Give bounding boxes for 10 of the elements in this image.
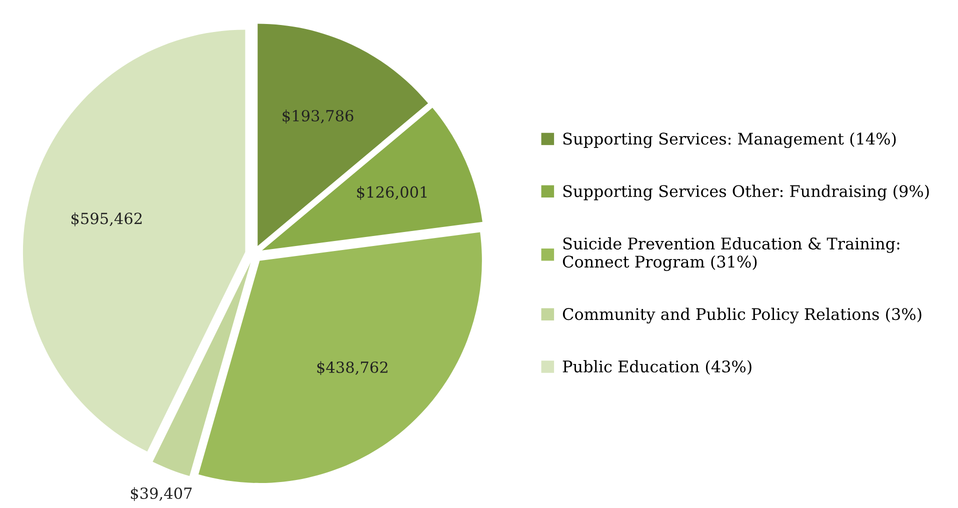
legend-label: Supporting Services Other: Fundraising (9%) <box>563 184 929 200</box>
legend-label: Supporting Services: Management (14%) <box>563 132 896 148</box>
data-label: $126,001 <box>357 186 427 200</box>
data-label: $39,407 <box>130 487 192 502</box>
data-label: $193,786 <box>282 110 354 124</box>
data-label: $438,762 <box>317 361 388 376</box>
legend-label: Suicide Prevention Education & Training: Connect Program (31%) <box>562 237 900 272</box>
legend-label: Community and Public Policy Relations (3%) <box>562 308 922 324</box>
data-label: $595,462 <box>72 212 142 226</box>
legend-label: Public Education (43%) <box>562 360 752 375</box>
